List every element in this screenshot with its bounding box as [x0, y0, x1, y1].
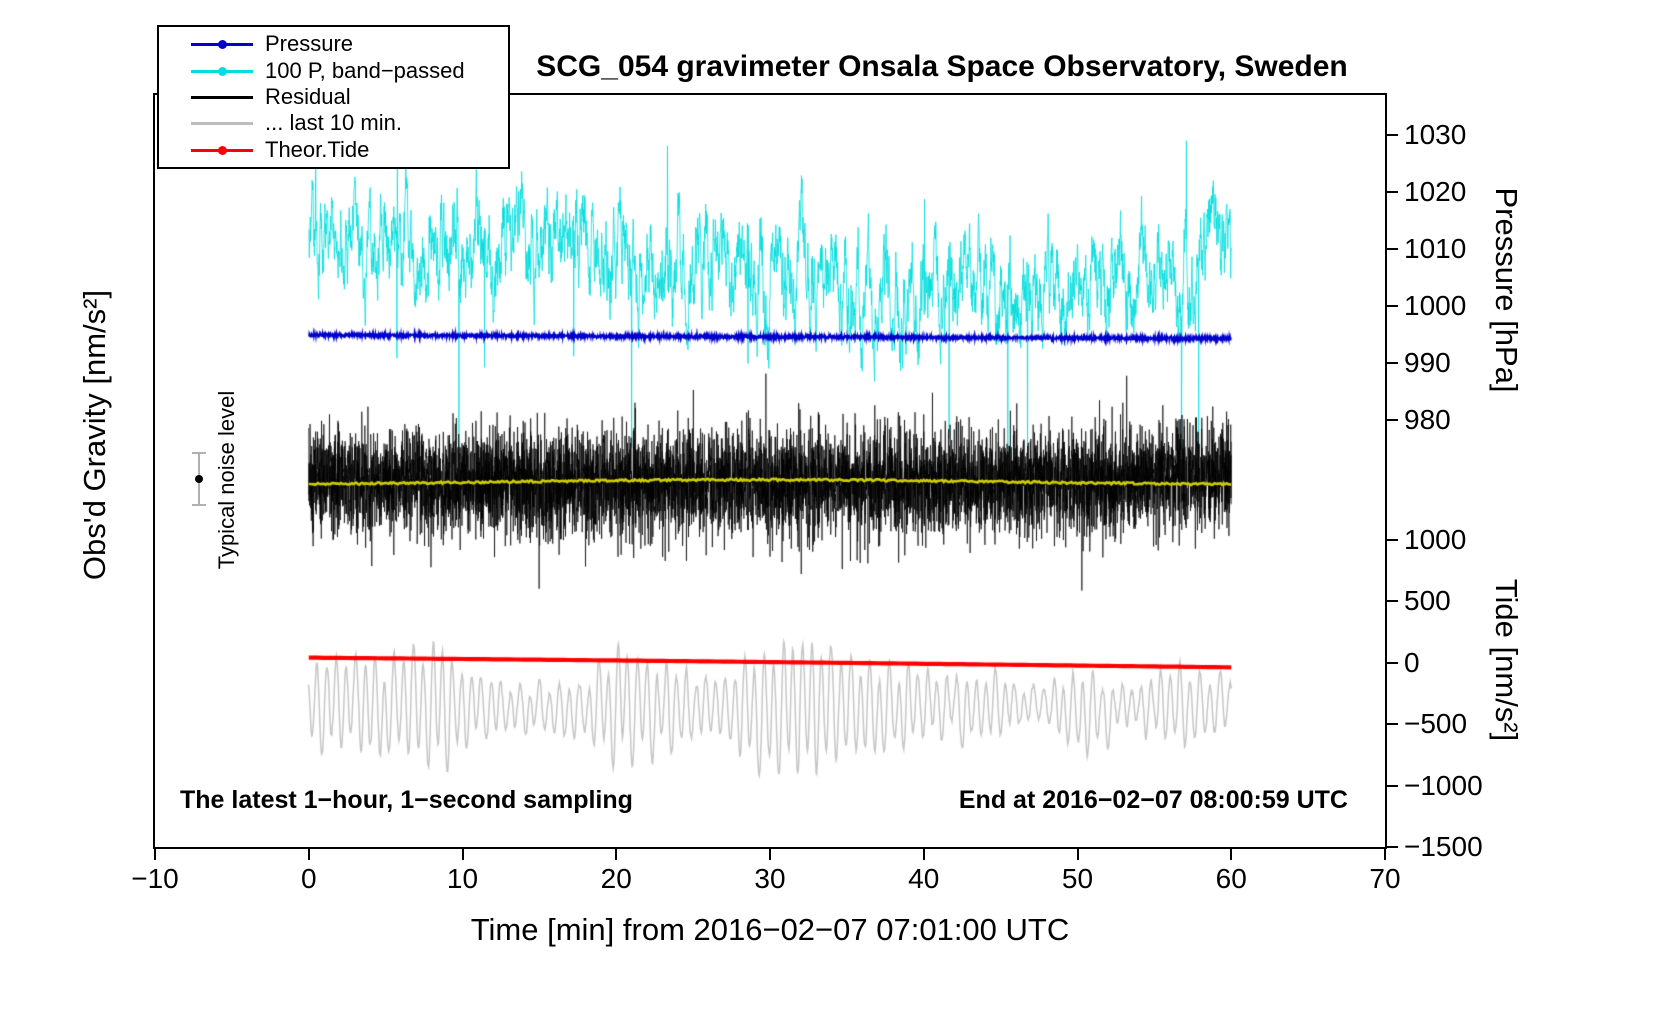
chart-title: SCG_054 gravimeter Onsala Space Observat…	[536, 50, 1348, 83]
legend-item: Residual	[191, 83, 508, 109]
tide-tick-label: −1500	[1404, 831, 1483, 862]
x-tick	[1230, 847, 1233, 860]
x-tick-label: 40	[908, 863, 940, 894]
sampling-note: The latest 1−hour, 1−second sampling	[180, 786, 633, 814]
pressure-tick	[1385, 134, 1398, 136]
pressure-tick-label: 980	[1404, 404, 1451, 435]
noise-level-label: Typical noise level	[214, 390, 239, 570]
pressure-tick	[1385, 419, 1398, 421]
pressure-tick-label: 1020	[1404, 176, 1467, 207]
x-tick-label: 20	[600, 863, 632, 894]
tide-tick-label: −1000	[1404, 769, 1483, 801]
legend-line-sample	[191, 38, 253, 50]
tide-tick	[1385, 784, 1398, 787]
legend-label: Pressure	[265, 31, 354, 57]
x-tick-label: 30	[754, 863, 786, 894]
x-tick-label: −10	[131, 863, 179, 894]
legend-dot-marker	[218, 145, 227, 155]
x-tick	[615, 847, 618, 860]
legend-label: Theor.Tide	[265, 136, 370, 162]
pressure-tick-label: 1030	[1404, 119, 1467, 150]
x-tick	[1076, 847, 1079, 860]
tide-tick-label: 1000	[1404, 524, 1467, 555]
pressure-tick-label: 990	[1404, 347, 1451, 378]
noise-level-marker	[195, 475, 203, 483]
pressure-tick-label: 1000	[1404, 290, 1467, 321]
pressure-tick	[1385, 362, 1398, 364]
x-tick	[922, 847, 925, 860]
x-tick-label: 70	[1369, 863, 1401, 894]
legend-box: Pressure 100 P, band−passed Residual... la…	[157, 25, 510, 169]
x-tick-label: 50	[1061, 863, 1094, 894]
legend-line-sample	[191, 91, 253, 103]
legend-label: 100 P, band−passed	[265, 57, 465, 83]
tide-tick	[1385, 661, 1398, 664]
tide-tick-label: 500	[1404, 585, 1451, 617]
tide-axis-label: Tide [nm/s²]	[1489, 578, 1524, 742]
legend-line-sample	[191, 117, 253, 129]
gravity-axis-label: Obs'd Gravity [nm/s²]	[77, 289, 112, 581]
legend-dot-marker	[218, 66, 227, 76]
data-traces-canvas	[155, 95, 1385, 847]
tide-tick	[1385, 723, 1398, 726]
legend-dot-marker	[218, 40, 227, 50]
pressure-tick	[1385, 305, 1398, 307]
legend-line-sample	[191, 144, 253, 156]
legend-item: Theor.Tide	[191, 136, 508, 162]
pressure-tick	[1385, 191, 1398, 193]
legend-item: 100 P, band−passed	[191, 57, 508, 83]
tide-tick	[1385, 539, 1398, 541]
x-tick-label: 10	[446, 863, 479, 894]
legend-label: ... last 10 min.	[265, 110, 402, 136]
x-tick-label: 0	[300, 863, 317, 894]
legend-item: Pressure	[191, 31, 508, 57]
legend-item: ... last 10 min.	[191, 110, 508, 136]
plot-frame	[153, 93, 1387, 849]
tide-tick	[1385, 600, 1398, 603]
pressure-tick	[1385, 248, 1398, 250]
tide-tick	[1385, 846, 1398, 848]
legend-label: Residual	[265, 83, 351, 109]
tide-tick-label: 0	[1404, 646, 1420, 678]
end-time-note: End at 2016−02−07 08:00:59 UTC	[958, 786, 1348, 814]
x-axis-label: Time [min] from 2016−02−07 07:01:00 UTC	[470, 912, 1070, 947]
x-tick	[307, 847, 310, 860]
x-tick	[1384, 847, 1386, 860]
pressure-axis-label: Pressure [hPa]	[1489, 187, 1524, 393]
tide-tick-label: −500	[1404, 708, 1468, 740]
x-tick-label: 60	[1215, 863, 1247, 894]
x-tick	[769, 847, 771, 860]
pressure-tick-label: 1010	[1404, 233, 1467, 264]
x-tick	[154, 847, 156, 860]
legend-line-sample	[191, 65, 253, 77]
x-tick	[461, 847, 464, 860]
